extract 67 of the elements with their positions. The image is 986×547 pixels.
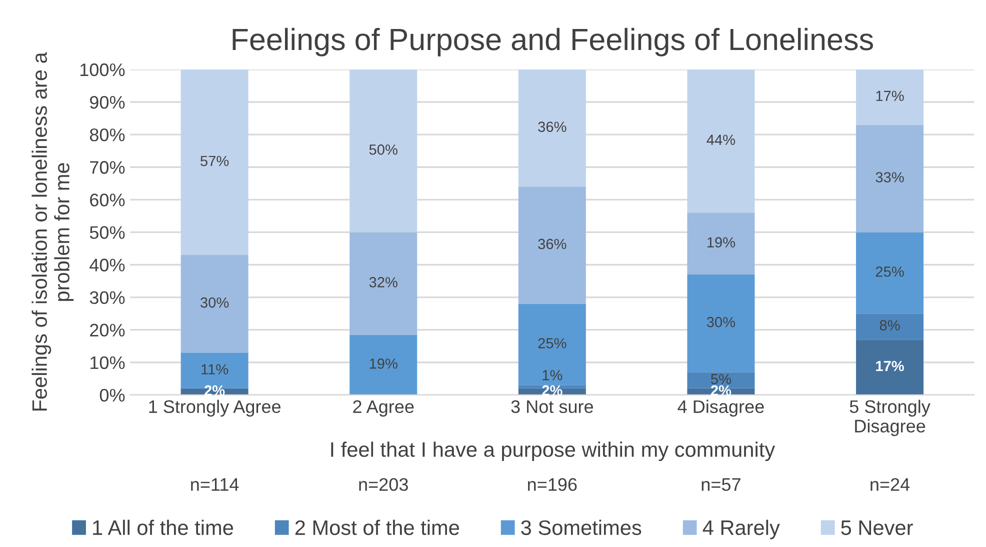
bar <box>350 334 418 395</box>
y-tick-label: 90% <box>90 96 125 109</box>
x-tick-label: 5 Strongly Disagree <box>850 400 930 436</box>
x-tick-label: 3 Not sure <box>511 400 594 414</box>
bar <box>856 232 924 314</box>
bar <box>518 186 586 304</box>
y-tick-label: 20% <box>90 324 125 337</box>
y-tick-label: 50% <box>90 226 125 239</box>
legend-label: 5 Never <box>841 520 913 536</box>
data-label: 19% <box>370 358 398 369</box>
x-tick-label: 2 Agree <box>353 400 414 417</box>
data-label: 44% <box>706 134 736 145</box>
chart-title: Feelings of Purpose and Feelings of Loneliness <box>232 28 873 56</box>
bar <box>350 69 418 232</box>
y-tick-label: 10% <box>90 356 125 370</box>
legend-label: 4 Rarely <box>702 520 780 540</box>
data-label: 25% <box>538 338 566 348</box>
data-label: 50% <box>369 144 398 155</box>
bar <box>687 274 755 372</box>
data-label: 30% <box>200 297 229 308</box>
bar <box>518 69 586 187</box>
data-label: 2% <box>710 385 732 396</box>
bar <box>518 304 586 386</box>
y-tick-label: 0% <box>100 388 125 402</box>
bar <box>687 212 755 275</box>
legend-label: 1 All of the time <box>93 520 234 536</box>
y-tick-label: 100% <box>80 63 125 76</box>
data-label: 5% <box>711 374 731 384</box>
data-label: 32% <box>369 277 398 288</box>
data-label: 57% <box>200 156 229 166</box>
y-tick-label: 30% <box>90 291 125 304</box>
bar <box>350 232 418 335</box>
data-label: 33% <box>876 172 904 182</box>
y-axis-title: Feelings of isolation or loneliness are a problem for me <box>32 52 74 411</box>
data-label: 25% <box>876 266 904 277</box>
data-label: 1% <box>542 370 562 380</box>
bar <box>856 69 924 125</box>
data-label: 36% <box>538 122 566 132</box>
legend-label: 2 Most of the time <box>295 520 460 536</box>
data-label: 2% <box>542 385 562 396</box>
data-label: 19% <box>707 237 736 248</box>
y-tick-label: 80% <box>90 128 125 142</box>
bar <box>856 314 924 340</box>
data-label: 36% <box>538 238 566 250</box>
text: n=203 <box>359 478 408 491</box>
data-label: 17% <box>876 90 904 101</box>
x-tick-label: 4 Disagree <box>678 400 764 417</box>
bar <box>687 69 755 213</box>
x-tick-label: 1 Strongly Agree <box>149 400 281 417</box>
data-label: 8% <box>880 320 900 330</box>
bar <box>180 254 248 353</box>
y-tick-label: 70% <box>90 161 125 174</box>
text: n=57 <box>702 478 740 491</box>
text: n=114 <box>191 478 239 491</box>
bar <box>856 340 924 395</box>
data-label: 11% <box>202 364 228 374</box>
data-label: 30% <box>706 316 736 328</box>
text: n=196 <box>528 478 577 491</box>
data-label: 2% <box>204 385 225 396</box>
bar <box>180 69 248 255</box>
text: n=24 <box>870 478 910 491</box>
legend-label: 3 Sometimes <box>521 520 642 536</box>
data-label: 17% <box>876 360 904 372</box>
x-axis-title: I feel that I have a purpose within my community <box>331 442 776 462</box>
y-tick-label: 60% <box>90 194 125 206</box>
y-tick-label: 40% <box>90 258 125 272</box>
bar <box>856 124 924 232</box>
